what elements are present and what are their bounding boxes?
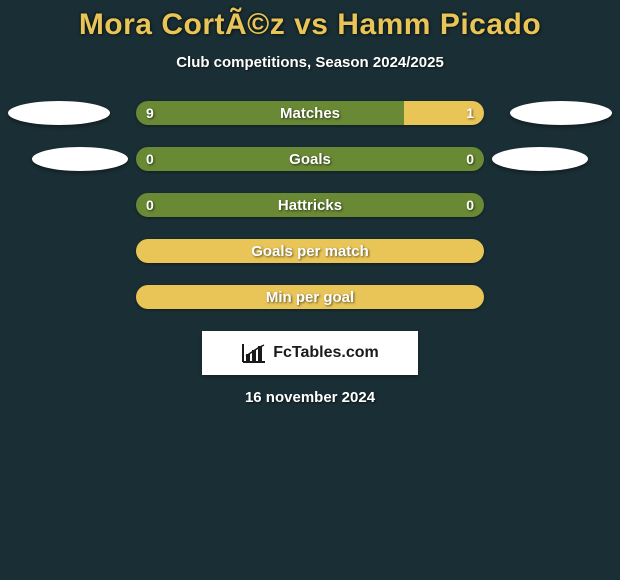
comparison-infographic: Mora CortÃ©z vs Hamm Picado Club competi… bbox=[0, 0, 620, 406]
stat-row: 91Matches bbox=[0, 101, 620, 125]
stat-bars: 91Matches 00Goals 00Hattricks Goals per mat… bbox=[0, 101, 620, 309]
date-text: 16 november 2024 bbox=[0, 389, 620, 406]
bar-segment-left bbox=[136, 239, 310, 263]
subtitle: Club competitions, Season 2024/2025 bbox=[0, 54, 620, 71]
page-title: Mora CortÃ©z vs Hamm Picado bbox=[0, 8, 620, 42]
bar-segment-left bbox=[136, 101, 404, 125]
bar-segment-right bbox=[310, 193, 484, 217]
logo-box: FcTables.com bbox=[202, 331, 418, 375]
stat-row: Min per goal bbox=[0, 285, 620, 309]
player-ellipse-right bbox=[510, 101, 612, 125]
stat-bar: 00Goals bbox=[136, 147, 484, 171]
logo-text: FcTables.com bbox=[273, 344, 379, 362]
stat-bar: 91Matches bbox=[136, 101, 484, 125]
stat-row: 00Hattricks bbox=[0, 193, 620, 217]
player-ellipse-left bbox=[32, 147, 128, 171]
bar-segment-right bbox=[310, 147, 484, 171]
stat-bar: 00Hattricks bbox=[136, 193, 484, 217]
stat-row: Goals per match bbox=[0, 239, 620, 263]
bar-segment-left bbox=[136, 285, 310, 309]
player-ellipse-right bbox=[492, 147, 588, 171]
bar-segment-right bbox=[310, 285, 484, 309]
stat-bar: Goals per match bbox=[136, 239, 484, 263]
stat-bar: Min per goal bbox=[136, 285, 484, 309]
bar-segment-left bbox=[136, 147, 310, 171]
bar-segment-right bbox=[310, 239, 484, 263]
stat-row: 00Goals bbox=[0, 147, 620, 171]
player-ellipse-left bbox=[8, 101, 110, 125]
bars-chart-icon bbox=[241, 342, 267, 364]
bar-segment-right bbox=[404, 101, 484, 125]
bar-segment-left bbox=[136, 193, 310, 217]
